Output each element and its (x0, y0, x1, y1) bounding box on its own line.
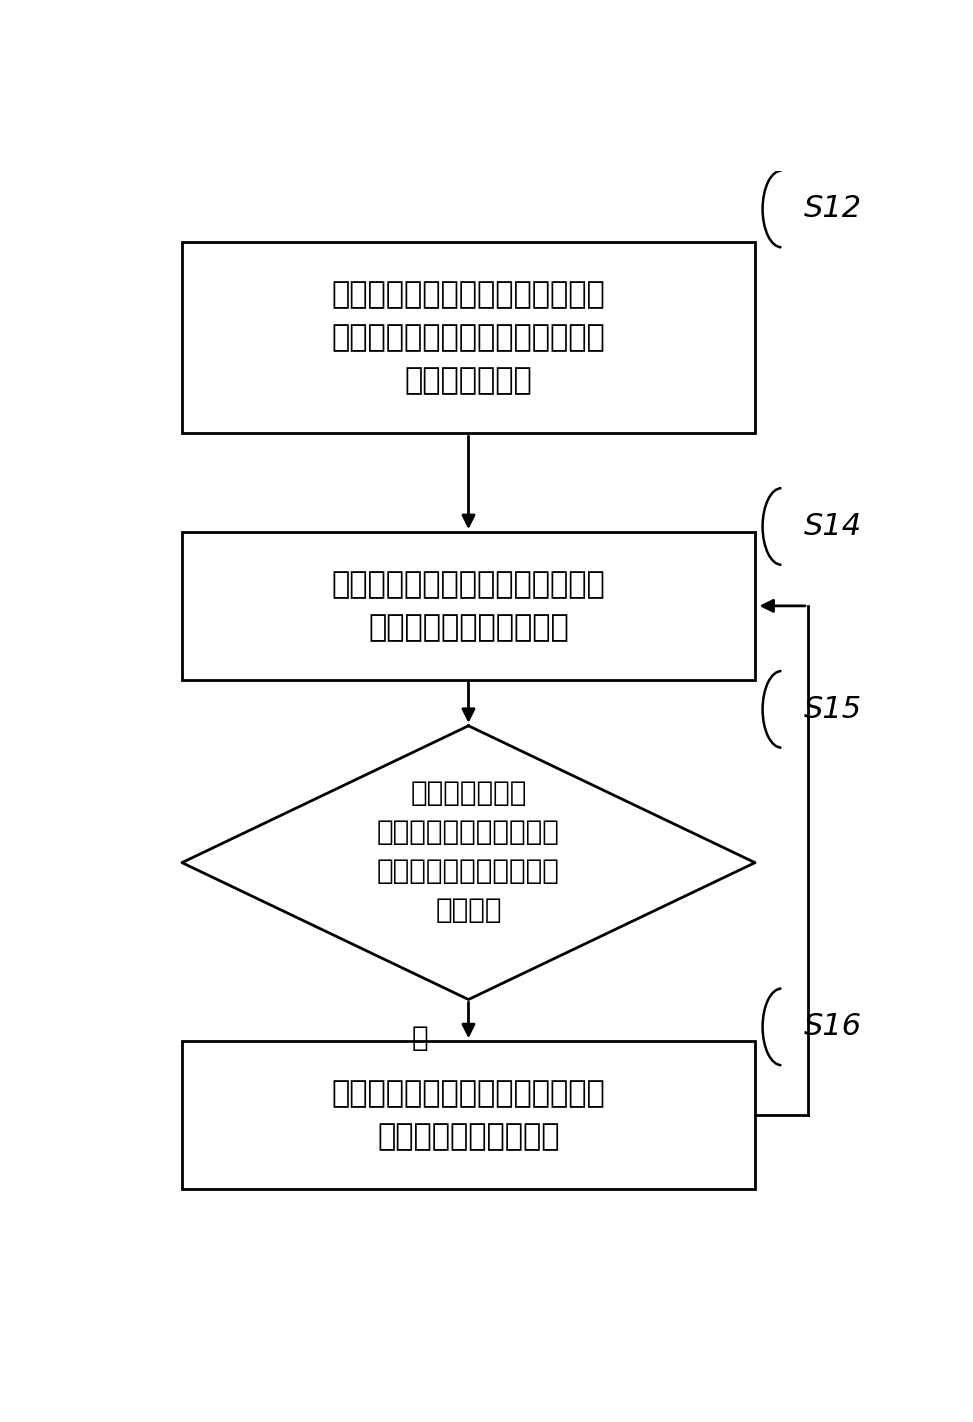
Text: S16: S16 (804, 1012, 862, 1041)
Text: 将各通过共识验证的区块所能组成
的工作量最大的树形链确定为当前
节点的树形主链: 将各通过共识验证的区块所能组成 的工作量最大的树形链确定为当前 节点的树形主链 (332, 280, 605, 395)
Text: 将第一区块加入树形主链以重新确
定当前节点的树形主链: 将第一区块加入树形主链以重新确 定当前节点的树形主链 (332, 1079, 605, 1150)
Bar (182, 242, 755, 434)
Text: S12: S12 (804, 195, 862, 223)
Bar (182, 532, 755, 680)
Text: 接收第一区块，
判断当前节点的树形主链
是否包括第一区块的各前
置区块？: 接收第一区块， 判断当前节点的树形主链 是否包括第一区块的各前 置区块？ (378, 779, 559, 924)
Bar (182, 1041, 755, 1189)
Text: S14: S14 (804, 512, 862, 540)
Text: S15: S15 (804, 695, 862, 724)
Text: 是: 是 (412, 1024, 428, 1052)
Text: 以树形主链的各个叶子区块作为新
区块的前置区块进行挖矿: 以树形主链的各个叶子区块作为新 区块的前置区块进行挖矿 (332, 570, 605, 641)
